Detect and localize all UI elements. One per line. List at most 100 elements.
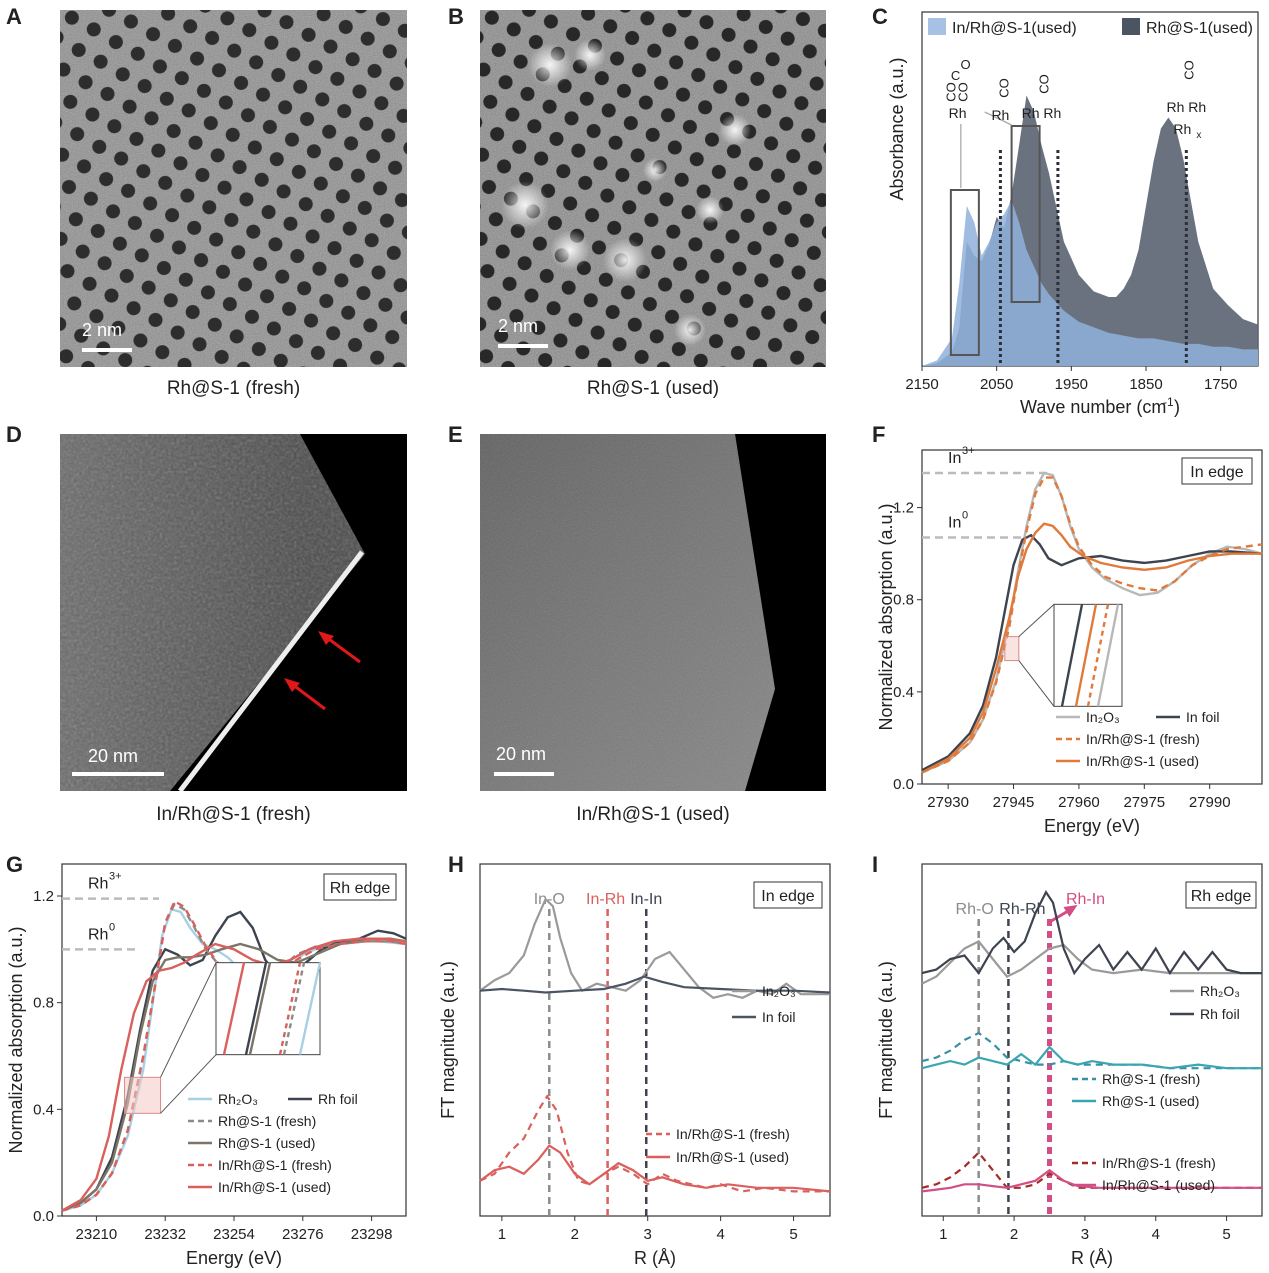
structure-atom: O — [961, 57, 971, 72]
structure-gem-rh: Rh — [949, 105, 967, 121]
legend-label: In/Rh@S-1 (fresh) — [1102, 1155, 1216, 1171]
inset-line — [1060, 604, 1084, 707]
x-tick-label: 3 — [644, 1226, 652, 1243]
x-tick-label: 3 — [1081, 1226, 1089, 1243]
series-line — [479, 897, 830, 999]
legend-label: In/Rh@S-1 (used) — [676, 1149, 789, 1165]
state-label-sup: 3+ — [962, 445, 975, 457]
series-line — [921, 476, 1263, 774]
series-line — [921, 1045, 1262, 1070]
legend-label: In/Rh@S-1 (fresh) — [218, 1157, 332, 1173]
series-line — [61, 937, 407, 1212]
inset-line — [282, 962, 306, 1055]
structure-linear-rh: Rh — [991, 107, 1009, 123]
marker-label: Rh-Rh — [999, 901, 1045, 918]
legend-label: In/Rh@S-1(used) — [952, 20, 1077, 37]
x-tick-label: 1 — [498, 1226, 506, 1243]
edge-label: Rh edge — [330, 880, 391, 897]
legend-label: Rh₂O₃ — [218, 1091, 258, 1107]
inset-line — [278, 962, 302, 1055]
stem-image-fresh: 20 nm — [60, 434, 407, 791]
x-tick-label: 1850 — [1129, 376, 1162, 393]
x-tick-label: 27975 — [1123, 794, 1165, 811]
stem-image-used: 20 nm — [480, 434, 826, 791]
legend-label: Rh@S-1 (used) — [1102, 1093, 1199, 1109]
panel-letter-f: F — [872, 422, 886, 447]
legend-label: Rh@S-1 (fresh) — [1102, 1071, 1200, 1087]
x-axis-label-sup: -1 — [1163, 395, 1174, 409]
panel-letter-h: H — [448, 852, 464, 877]
y-tick-label: 1.2 — [33, 888, 54, 905]
x-tick-label: 23276 — [282, 1226, 324, 1243]
legend-label: In/Rh@S-1 (used) — [218, 1179, 331, 1195]
inset-line — [1074, 604, 1098, 707]
structure-bridge-co: CO — [1036, 74, 1051, 94]
legend-label: Rh@S-1 (used) — [218, 1135, 315, 1151]
structure-hollow-co: CO — [1181, 60, 1196, 80]
highlight-box-2 — [1010, 125, 1041, 303]
series-line — [921, 533, 1263, 772]
legend-swatch — [1122, 18, 1140, 35]
panel-letter-e: E — [448, 422, 463, 447]
x-tick-label: 2150 — [905, 376, 938, 393]
y-tick-label: 0.0 — [33, 1208, 54, 1225]
state-label: Rh — [88, 926, 108, 943]
series-line — [921, 940, 1262, 985]
edge-label-box — [1181, 457, 1253, 485]
y-tick-label: 0.4 — [33, 1101, 54, 1118]
caption-e: In/Rh@S-1 (used) — [576, 804, 730, 825]
panel-letter-g: G — [6, 852, 24, 877]
series-line — [61, 899, 407, 1212]
series-line — [479, 1144, 831, 1193]
x-tick-label: 2 — [571, 1226, 579, 1243]
edge-label-box — [753, 881, 823, 909]
x-tick-label: 23232 — [144, 1226, 186, 1243]
scale-label-a: 2 nm — [82, 320, 123, 340]
red-arrows — [284, 631, 361, 711]
x-tick-label: 27990 — [1189, 794, 1231, 811]
tem-pattern-used — [480, 10, 826, 367]
state-label-sup: 3+ — [109, 871, 122, 883]
marker-label: In-O — [534, 891, 565, 908]
legend-label: In₂O₃ — [762, 983, 796, 999]
chart-f: 27930 27945 27960 27975 27990 0.0 0.4 0.8 1.2 Ene… — [876, 445, 1263, 836]
chart-i: 1 2 3 4 5 R (Å) FT magnitude (a.u.) Rh-O Rh-Rh Rh… — [876, 863, 1263, 1268]
series-line — [921, 890, 1262, 976]
series-line — [479, 1094, 830, 1193]
tem-image-used: 2 nm — [480, 10, 826, 367]
legend-label: In foil — [762, 1009, 795, 1025]
legend-label: Rh foil — [1200, 1006, 1240, 1022]
legend-label: Rh₂O₃ — [1200, 983, 1240, 999]
legend-label: Rh foil — [318, 1091, 358, 1107]
inset-connector — [160, 962, 217, 1078]
panel-letter-c: C — [872, 4, 888, 29]
x-tick-label: 2 — [1010, 1226, 1018, 1243]
scale-bar-d — [72, 772, 164, 776]
x-axis-label: R (Å) — [1071, 1248, 1113, 1268]
y-axis-label: FT magnitude (a.u.) — [876, 961, 896, 1119]
marker-label: In-Rh — [586, 891, 625, 908]
x-tick-label: 4 — [716, 1226, 724, 1243]
scale-label-e: 20 nm — [496, 744, 547, 764]
y-axis-label: Absorbance (a.u.) — [887, 57, 907, 200]
inset-connector — [1018, 603, 1055, 637]
series-line — [61, 937, 407, 1212]
panel-letter-d: D — [6, 422, 22, 447]
scale-bar-e — [494, 772, 554, 776]
stem-pattern-used — [480, 434, 826, 791]
series-line — [921, 1168, 1262, 1193]
structure-gem-co2: CO — [956, 82, 971, 102]
inset-line — [298, 962, 322, 1055]
rh-in-arrowhead — [1063, 905, 1078, 917]
plot-frame — [921, 449, 1263, 785]
edge-label: Rh edge — [1191, 888, 1252, 905]
scale-bar-a — [82, 348, 132, 352]
scale-bar-b — [498, 344, 548, 348]
y-axis-label: FT magnitude (a.u.) — [438, 961, 458, 1119]
chart-c: 2150 2050 1950 1850 1750 Wave number (cm-1) Ab… — [887, 11, 1259, 417]
x-tick-label: 23254 — [213, 1226, 255, 1243]
y-tick-label: 0.8 — [893, 592, 914, 609]
y-axis-label: Normalized absorption (a.u.) — [876, 503, 896, 730]
scale-label-b: 2 nm — [498, 316, 539, 336]
state-label-sup: 0 — [962, 510, 968, 522]
